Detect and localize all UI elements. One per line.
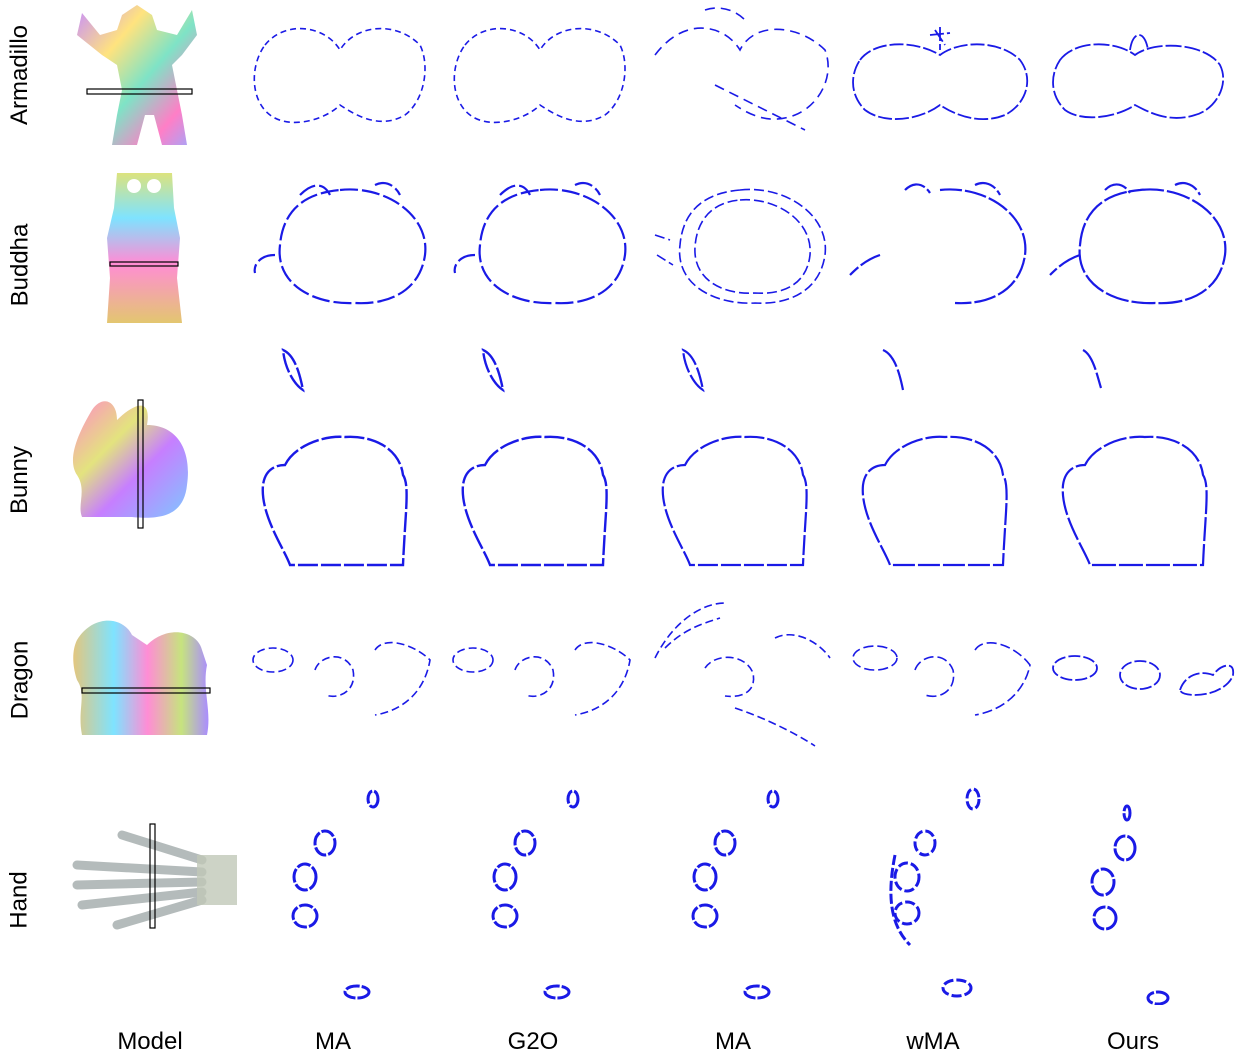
hand-slice-wma bbox=[845, 785, 1035, 1005]
buddha-slice-wma bbox=[845, 175, 1035, 325]
dragon-model-thumbnail bbox=[62, 610, 237, 745]
column-label-wma: wMA bbox=[906, 1028, 960, 1055]
buddha-model-thumbnail bbox=[62, 168, 237, 328]
dragon-slice-wma bbox=[845, 620, 1035, 750]
row-label-armadillo: Armadillo bbox=[6, 24, 33, 126]
bunny-slice-g2o bbox=[445, 340, 635, 575]
row-label-hand: Hand bbox=[6, 871, 33, 929]
bunny-slice-wma bbox=[845, 340, 1035, 575]
dragon-slice-ma-2 bbox=[645, 598, 835, 758]
column-label-ours: Ours bbox=[1106, 1028, 1159, 1055]
bunny-model-thumbnail bbox=[62, 395, 237, 535]
column-label-model: Model bbox=[117, 1028, 183, 1055]
dragon-slice-ours bbox=[1045, 620, 1235, 750]
hand-slice-g2o bbox=[445, 785, 635, 1005]
hand-model-thumbnail bbox=[62, 820, 237, 930]
armadillo-slice-g2o bbox=[445, 5, 635, 155]
armadillo-slice-ma-2 bbox=[645, 5, 835, 155]
row-label-bunny: Bunny bbox=[6, 445, 33, 515]
row-label-buddha: Buddha bbox=[6, 223, 33, 307]
armadillo-model-thumbnail bbox=[62, 5, 237, 150]
armadillo-slice-wma bbox=[845, 5, 1035, 155]
buddha-slice-ours bbox=[1045, 175, 1235, 325]
hand-slice-ma bbox=[245, 785, 435, 1005]
bunny-slice-ma bbox=[245, 340, 435, 575]
buddha-slice-g2o bbox=[445, 175, 635, 325]
bunny-slice-ma-2 bbox=[645, 340, 835, 575]
hand-slice-ours bbox=[1045, 785, 1235, 1005]
hand-slice-ma-2 bbox=[645, 785, 835, 1005]
buddha-slice-ma bbox=[245, 175, 435, 325]
column-label-ma-2: MA bbox=[715, 1028, 751, 1055]
row-label-dragon: Dragon bbox=[6, 640, 33, 720]
column-label-ma: MA bbox=[315, 1028, 351, 1055]
buddha-slice-ma-2 bbox=[645, 175, 835, 325]
column-label-g2o: G2O bbox=[507, 1028, 559, 1055]
bunny-slice-ours bbox=[1045, 340, 1235, 575]
dragon-slice-ma bbox=[245, 620, 435, 750]
armadillo-slice-ma bbox=[245, 5, 435, 155]
dragon-slice-g2o bbox=[445, 620, 635, 750]
armadillo-slice-ours bbox=[1045, 5, 1235, 155]
